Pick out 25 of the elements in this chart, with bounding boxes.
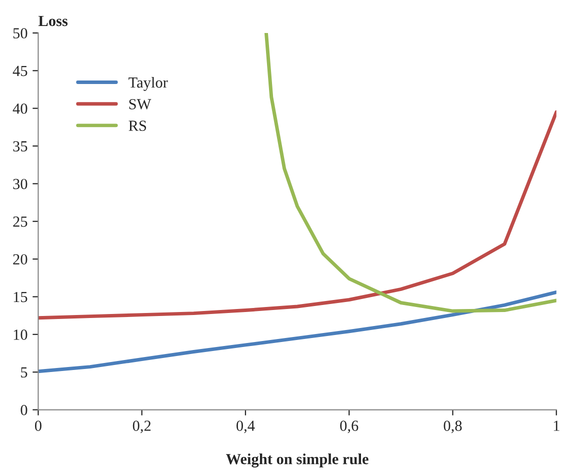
y-tick-label: 45 <box>12 66 28 76</box>
x-tick-label: 0,2 <box>132 420 151 434</box>
line-series <box>38 290 556 374</box>
y-tick-label: 10 <box>14 330 28 340</box>
x-tick-label: 0,8 <box>444 420 462 434</box>
line-series <box>264 32 556 313</box>
y-tick-label: 15 <box>14 292 28 302</box>
y-tick-label: 25 <box>13 216 28 227</box>
line-series <box>38 110 556 320</box>
y-tick-label: 30 <box>13 178 28 190</box>
legend-label: SW <box>129 99 152 110</box>
y-tick-label: 20 <box>13 254 28 264</box>
legend-label: Taylor <box>128 76 168 91</box>
y-tick-label: 40 <box>12 103 28 114</box>
y-tick-label: 50 <box>13 28 28 38</box>
x-tick-label: 0 <box>34 420 42 431</box>
x-tick-label: 1 <box>554 420 560 431</box>
x-tick-label: 0,6 <box>340 420 358 434</box>
y-tick-label: 5 <box>21 367 28 378</box>
x-axis-title: Weight on simple rule <box>226 453 368 468</box>
y-tick-label: 35 <box>13 141 28 152</box>
y-axis-title: Loss <box>38 16 68 26</box>
y-tick-label: 0 <box>20 404 28 416</box>
x-tick-label: 0,4 <box>236 420 255 434</box>
legend-label: RS <box>128 120 146 131</box>
